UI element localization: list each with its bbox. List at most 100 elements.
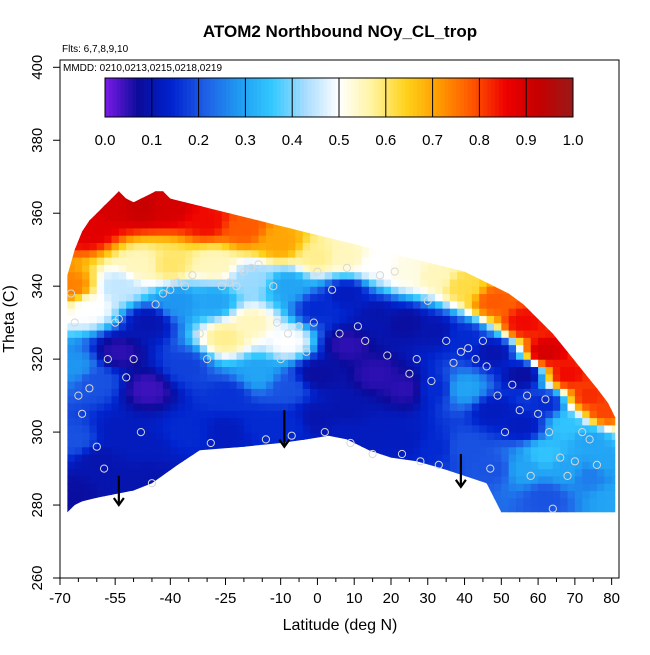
heatmap-cell	[207, 271, 216, 280]
heatmap-cell	[133, 432, 142, 440]
heatmap-cell	[170, 198, 179, 207]
heatmap-cell	[162, 410, 171, 419]
heatmap-cell	[265, 483, 274, 492]
heatmap-cell	[383, 242, 392, 251]
heatmap-cell	[346, 381, 355, 389]
heatmap-cell	[199, 271, 208, 280]
heatmap-cell	[317, 424, 326, 433]
heatmap-cell	[82, 468, 91, 477]
heatmap-cell	[493, 198, 502, 207]
heatmap-cell	[214, 359, 223, 368]
heatmap-cell	[111, 483, 120, 492]
heatmap-cell	[199, 191, 208, 192]
heatmap-cell	[177, 417, 186, 426]
heatmap-cell	[332, 264, 341, 273]
heatmap-cell	[574, 505, 583, 513]
sample-point	[346, 438, 355, 448]
heatmap-cell	[589, 278, 598, 287]
heatmap-cell	[427, 227, 436, 236]
heatmap-cell	[185, 468, 193, 477]
heatmap-cell	[111, 512, 119, 520]
heatmap-cell	[567, 417, 576, 426]
heatmap-cell	[302, 278, 311, 287]
heatmap-cell	[405, 446, 414, 455]
heatmap-cell	[442, 264, 451, 273]
heatmap-cell	[493, 351, 502, 360]
heatmap-cell	[516, 264, 524, 273]
heatmap-cell	[155, 468, 164, 477]
heatmap-cell	[339, 417, 348, 426]
heatmap-cell	[111, 453, 120, 462]
heatmap-cell	[185, 439, 193, 448]
heatmap-cell	[479, 381, 488, 389]
heatmap-cell	[383, 220, 392, 229]
heatmap-cell	[288, 461, 296, 470]
heatmap-cell	[273, 344, 282, 353]
heatmap-cell	[295, 381, 304, 389]
heatmap-cell	[354, 490, 363, 499]
heatmap-cell	[243, 395, 252, 404]
heatmap-cell	[361, 388, 370, 397]
heatmap-cell	[199, 359, 208, 368]
heatmap-cell	[280, 235, 289, 243]
heatmap-cell	[118, 490, 127, 499]
heatmap-cell	[413, 191, 422, 200]
heatmap-cell	[479, 256, 488, 265]
heatmap-cell	[567, 191, 576, 200]
heatmap-cell	[575, 512, 583, 520]
heatmap-cell	[405, 308, 414, 316]
colorbar-segment	[319, 78, 324, 117]
heatmap-cell	[96, 191, 105, 192]
heatmap-cell	[545, 308, 554, 316]
heatmap-cell	[332, 308, 341, 316]
heatmap-cell	[118, 205, 127, 214]
heatmap-cell	[302, 402, 311, 411]
heatmap-cell	[104, 366, 113, 375]
heatmap-cell	[552, 293, 561, 302]
sample-point	[412, 355, 421, 364]
heatmap-cell	[214, 453, 223, 462]
heatmap-cell	[288, 417, 296, 426]
heatmap-cell	[192, 468, 201, 477]
heatmap-cell	[471, 191, 480, 192]
heatmap-cell	[405, 461, 414, 470]
heatmap-cell	[243, 424, 252, 433]
heatmap-cell	[185, 475, 193, 484]
heatmap-cell	[74, 271, 83, 280]
heatmap-cell	[486, 388, 495, 397]
heatmap-cell	[442, 483, 451, 492]
heatmap-cell	[567, 249, 576, 258]
heatmap-cell	[148, 191, 157, 200]
heatmap-cell	[67, 446, 76, 455]
heatmap-cell	[479, 278, 488, 287]
heatmap-cell	[413, 468, 422, 477]
heatmap-cell	[442, 293, 451, 302]
heatmap-cell	[346, 417, 355, 426]
heatmap-cell	[170, 351, 179, 360]
heatmap-cell	[199, 264, 208, 273]
x-tick-label: 0	[313, 590, 321, 607]
sample-point	[122, 373, 131, 382]
heatmap-cell	[243, 286, 252, 295]
heatmap-cell	[96, 505, 105, 513]
heatmap-cell	[390, 220, 399, 229]
heatmap-cell	[530, 286, 539, 295]
heatmap-cell	[133, 300, 142, 309]
heatmap-cell	[140, 300, 149, 309]
heatmap-cell	[177, 256, 186, 265]
heatmap-cell	[552, 205, 561, 214]
heatmap-cell	[501, 308, 510, 316]
heatmap-cell	[493, 191, 502, 200]
heatmap-cell	[67, 388, 76, 397]
colorbar-segment	[487, 78, 492, 117]
heatmap-cell	[302, 191, 311, 192]
colorbar-segment	[514, 78, 519, 117]
heatmap-cell	[413, 337, 422, 346]
heatmap-cell	[148, 512, 156, 520]
heatmap-cell	[214, 381, 223, 389]
heatmap-cell	[185, 402, 193, 411]
heatmap-cell	[589, 271, 598, 280]
heatmap-cell	[538, 475, 547, 484]
heatmap-cell	[589, 468, 598, 477]
heatmap-cell	[589, 322, 598, 331]
